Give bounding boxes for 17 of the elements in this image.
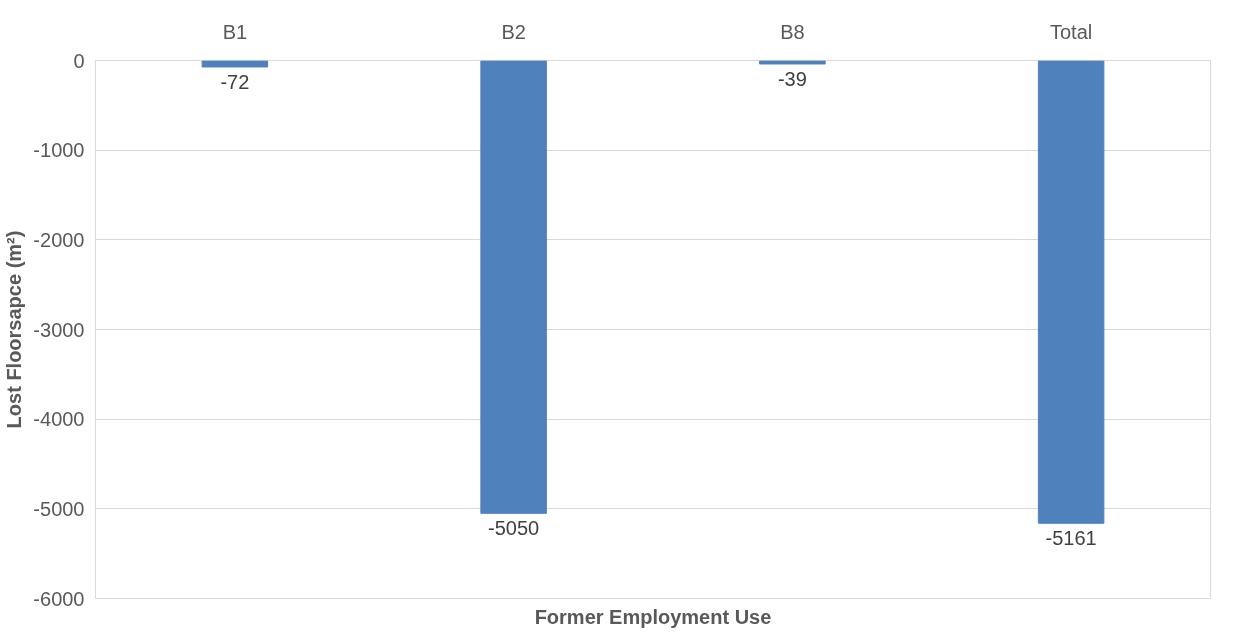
y-tick-label: -6000	[33, 587, 85, 610]
data-label: -5050	[488, 517, 540, 540]
y-tick-label: -1000	[33, 139, 85, 162]
y-tick-label: 0	[73, 49, 85, 72]
x-axis-title: Former Employment Use	[534, 605, 772, 628]
x-tick-label: B2	[501, 20, 526, 43]
y-tick-label: -4000	[33, 408, 85, 431]
y-tick-label: -5000	[33, 497, 85, 520]
x-tick-label: B1	[222, 20, 248, 43]
y-axis-title: Lost Floorsapce (m²)	[3, 230, 26, 429]
x-tick-label: B8	[780, 20, 805, 43]
data-label: -5161	[1045, 527, 1097, 550]
y-tick-label: -3000	[33, 318, 85, 341]
y-tick-label: -2000	[33, 228, 85, 251]
data-label: -39	[777, 68, 807, 90]
x-tick-label: Total	[1050, 20, 1093, 43]
data-label: -72	[220, 70, 250, 93]
